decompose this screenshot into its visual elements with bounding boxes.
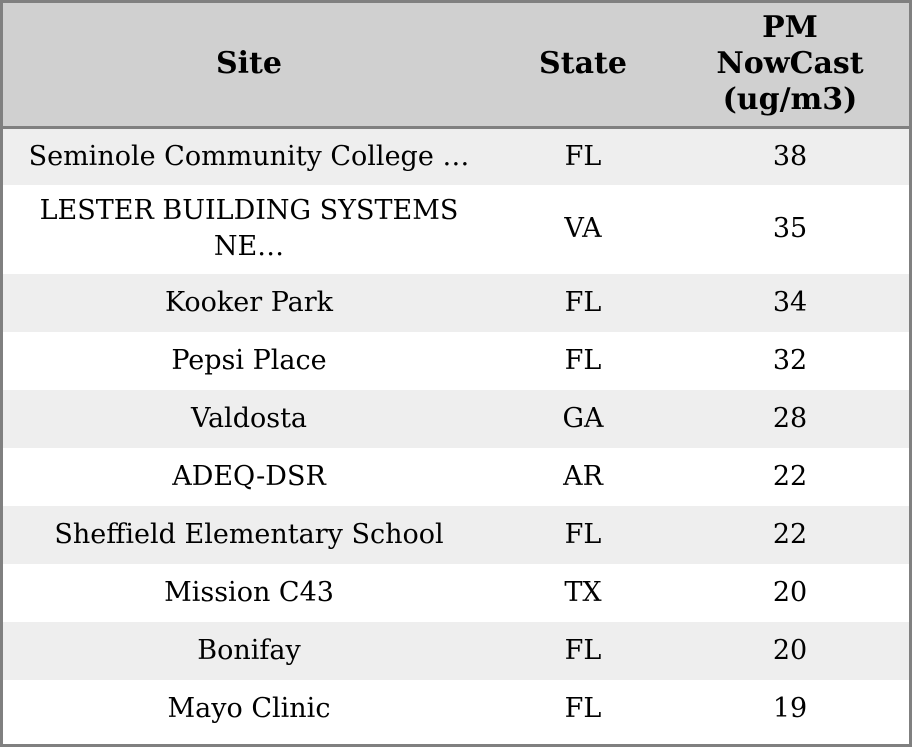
pm-nowcast-cell: 38 bbox=[772, 140, 808, 172]
site-cell: Mayo Clinic bbox=[167, 692, 331, 724]
table-row: Mission C43 TX 20 bbox=[3, 563, 909, 622]
pm-nowcast-cell: 20 bbox=[772, 634, 808, 666]
pm-nowcast-cell: 22 bbox=[772, 460, 808, 492]
site-cell: Bonifay bbox=[197, 634, 301, 666]
state-cell: TX bbox=[564, 576, 602, 608]
site-cell: Kooker Park bbox=[164, 286, 334, 318]
site-cell: Pepsi Place bbox=[171, 344, 327, 376]
pm-nowcast-cell: 28 bbox=[772, 402, 808, 434]
column-header-pm-nowcast-label: PM NowCast (ug/m3) bbox=[716, 10, 864, 118]
table-header: Site State PM NowCast (ug/m3) bbox=[3, 3, 909, 129]
site-cell: ADEQ-DSR bbox=[172, 460, 326, 492]
state-cell: FL bbox=[564, 140, 602, 172]
state-cell: FL bbox=[564, 634, 602, 666]
state-cell: FL bbox=[564, 344, 602, 376]
table-row: LESTER BUILDING SYSTEMS NE… VA 35 bbox=[3, 185, 909, 274]
state-cell: FL bbox=[564, 692, 602, 724]
header-row: Site State PM NowCast (ug/m3) bbox=[3, 3, 909, 129]
pm-nowcast-cell: 20 bbox=[772, 576, 808, 608]
state-cell: VA bbox=[564, 213, 602, 245]
pm-nowcast-cell: 34 bbox=[772, 286, 808, 318]
pm-nowcast-cell: 22 bbox=[772, 518, 808, 550]
site-cell: LESTER BUILDING SYSTEMS NE… bbox=[39, 195, 459, 263]
table-row: Pepsi Place FL 32 bbox=[3, 331, 909, 390]
site-cell: Sheffield Elementary School bbox=[54, 518, 444, 550]
table-body: Seminole Community College … FL 38 LESTER B… bbox=[3, 127, 909, 738]
table-row: Kooker Park FL 34 bbox=[3, 273, 909, 332]
table-row: ADEQ-DSR AR 22 bbox=[3, 447, 909, 506]
site-cell: Mission C43 bbox=[164, 576, 334, 608]
table-row: Bonifay FL 20 bbox=[3, 621, 909, 680]
state-cell: FL bbox=[564, 518, 602, 550]
pm-nowcast-cell: 19 bbox=[772, 692, 808, 724]
table-row: Sheffield Elementary School FL 22 bbox=[3, 505, 909, 564]
pm-nowcast-cell: 35 bbox=[772, 213, 808, 245]
table-row: Mayo Clinic FL 19 bbox=[3, 679, 909, 738]
data-table: Site State PM NowCast (ug/m3) Seminole C… bbox=[3, 3, 909, 738]
site-cell: Seminole Community College … bbox=[28, 140, 470, 172]
state-cell: GA bbox=[562, 402, 604, 434]
column-header-state: State bbox=[495, 3, 671, 129]
state-cell: FL bbox=[564, 286, 602, 318]
site-cell: Valdosta bbox=[190, 402, 308, 434]
state-cell: AR bbox=[563, 460, 603, 492]
pm-nowcast-cell: 32 bbox=[772, 344, 808, 376]
column-header-site: Site bbox=[3, 3, 495, 129]
table-row: Seminole Community College … FL 38 bbox=[3, 127, 909, 185]
table-row: Valdosta GA 28 bbox=[3, 389, 909, 448]
column-header-pm-nowcast: PM NowCast (ug/m3) bbox=[671, 3, 909, 129]
